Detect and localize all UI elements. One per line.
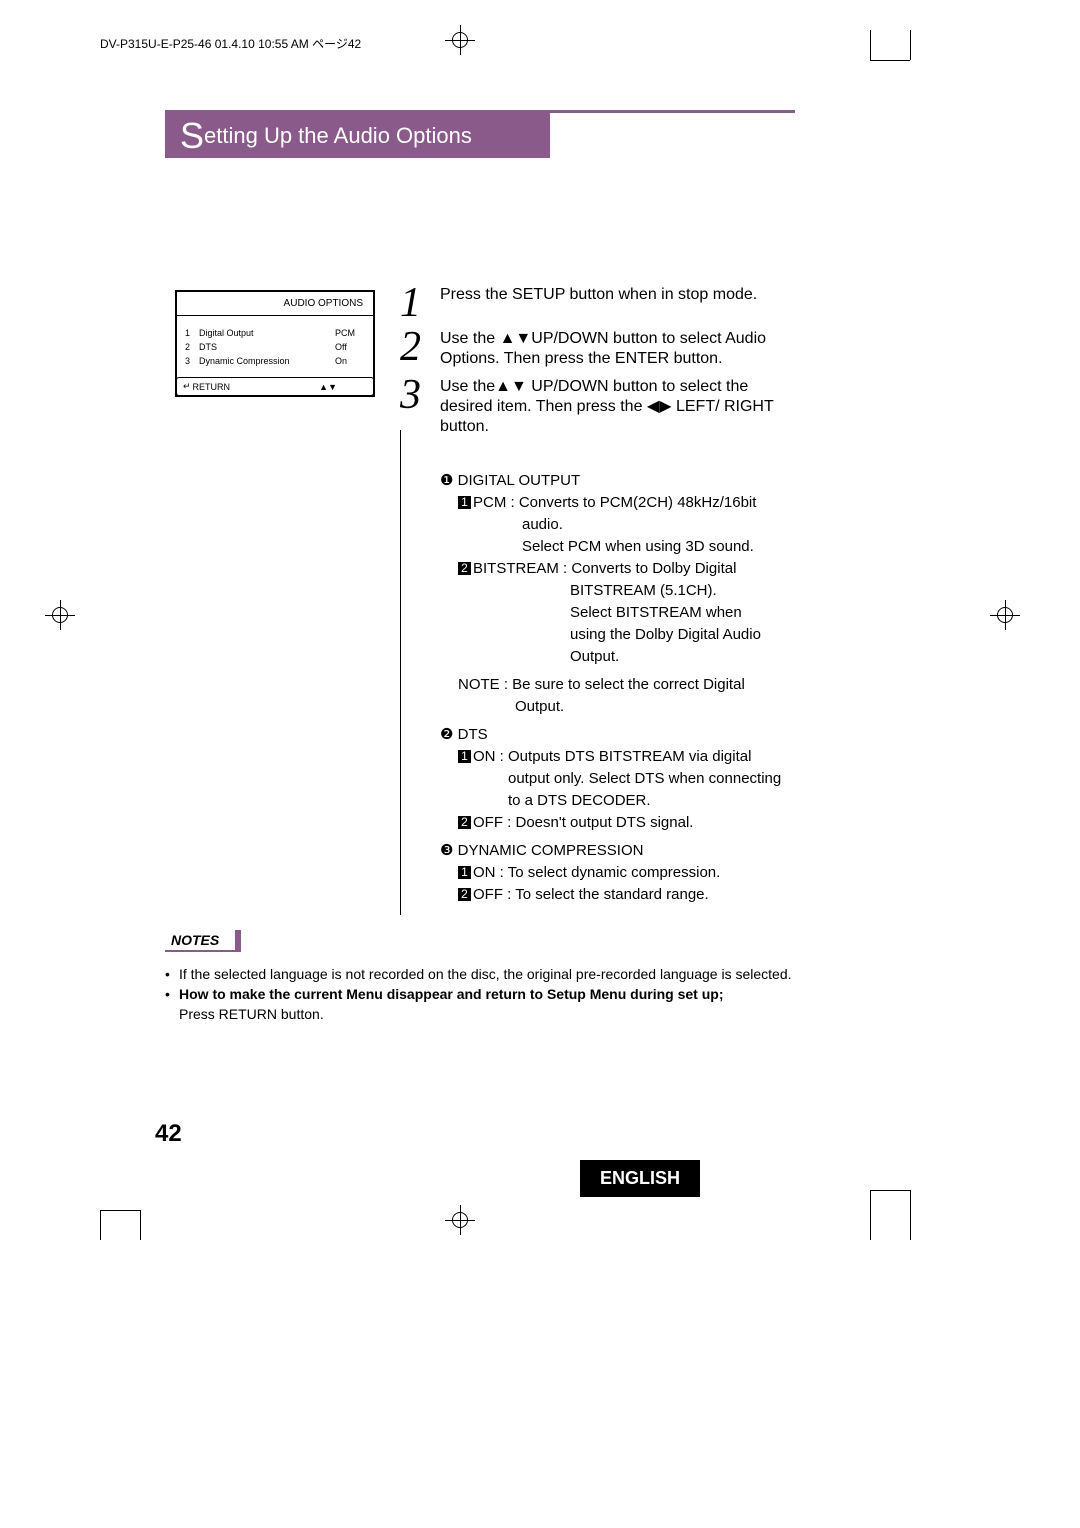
crop-mark [910,30,911,60]
step-3: 3 Use the▲▼ UP/DOWN button to select the… [400,377,800,437]
registration-circle [997,607,1013,623]
registration-circle [52,607,68,623]
registration-circle [452,1212,468,1228]
return-label: RETURN [193,382,231,392]
step-text: Use the▲▼ UP/DOWN button to select the d… [440,377,800,437]
notes-section: NOTES • If the selected language is not … [165,930,795,1024]
crop-mark [870,30,871,60]
bullet-icon: ❸ [440,842,453,859]
step-number: 2 [400,329,440,369]
menu-footer: ↵ RETURN ▲▼ [176,377,374,396]
boxed-number-icon: 2 [458,888,471,901]
step-text: Press the SETUP button when in stop mode… [440,285,800,321]
page-number: 42 [155,1120,182,1148]
step-2: 2 Use the ▲▼UP/DOWN button to select Aud… [400,329,800,369]
detail-digital-output: ❶ DIGITAL OUTPUT 1PCM : Converts to PCM(… [440,470,810,718]
step-1: 1 Press the SETUP button when in stop mo… [400,285,800,321]
title-initial: S [180,115,204,157]
audio-options-menu: AUDIO OPTIONS 1 Digital Output PCM 2 DTS… [175,290,375,397]
vertical-divider [400,430,401,915]
step-text: Use the ▲▼UP/DOWN button to select Audio… [440,329,800,369]
details-section: ❶ DIGITAL OUTPUT 1PCM : Converts to PCM(… [440,470,810,912]
crop-mark [100,1210,101,1240]
crop-mark [910,1190,911,1240]
menu-row: 3 Dynamic Compression On [185,354,365,368]
page-title: Setting Up the Audio Options [165,113,550,158]
detail-dts: ❷ DTS 1ON : Outputs DTS BITSTREAM via di… [440,724,810,834]
step-number: 1 [400,285,440,321]
bullet-icon: • [165,964,179,984]
crop-mark [870,1190,910,1191]
notes-list: • If the selected language is not record… [165,964,795,1024]
boxed-number-icon: 1 [458,496,471,509]
menu-header: AUDIO OPTIONS [177,292,373,316]
crop-mark [140,1210,141,1240]
step-number: 3 [400,377,440,437]
crop-mark [870,60,910,61]
menu-items: 1 Digital Output PCM 2 DTS Off 3 Dynamic… [177,316,373,378]
language-badge: ENGLISH [580,1160,700,1197]
registration-circle [452,32,468,48]
boxed-number-icon: 2 [458,562,471,575]
menu-row: 1 Digital Output PCM [185,326,365,340]
detail-dynamic-compression: ❸ DYNAMIC COMPRESSION 1ON : To select dy… [440,840,810,906]
return-icon: ↵ [183,381,191,392]
menu-row: 2 DTS Off [185,340,365,354]
updown-arrows-icon: ▲▼ [319,382,337,392]
bullet-icon: • [165,984,179,1024]
crop-mark [870,1190,871,1240]
boxed-number-icon: 1 [458,866,471,879]
notes-header: NOTES [165,930,241,952]
crop-mark [100,1210,140,1211]
boxed-number-icon: 2 [458,816,471,829]
bullet-icon: ❶ [440,472,453,489]
bullet-icon: ❷ [440,726,453,743]
steps-list: 1 Press the SETUP button when in stop mo… [400,285,800,445]
title-text: etting Up the Audio Options [204,123,472,149]
boxed-number-icon: 1 [458,750,471,763]
document-header: DV-P315U-E-P25-46 01.4.10 10:55 AM ページ42 [100,35,361,52]
